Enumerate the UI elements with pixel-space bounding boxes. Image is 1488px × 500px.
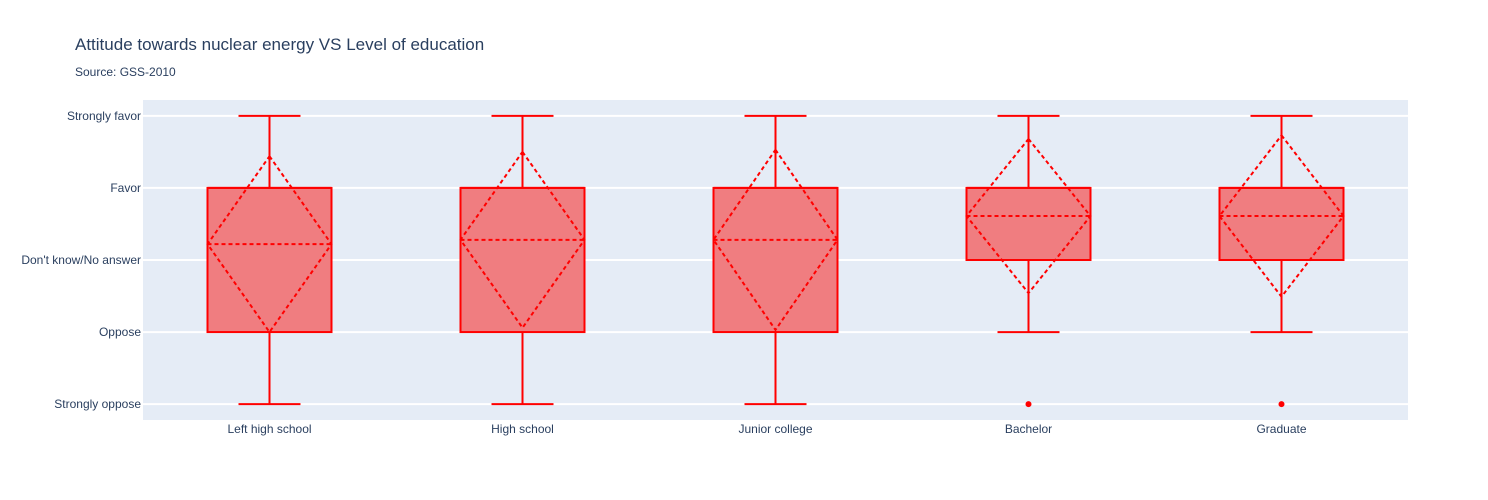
y-tick-label: Oppose (99, 325, 141, 339)
x-tick-label: Junior college (738, 422, 812, 436)
y-axis-ticks: Strongly oppose Oppose Don't know/No answe… (21, 109, 141, 411)
x-tick-label: Left high school (227, 422, 311, 436)
outlier-point (1025, 401, 1032, 408)
x-tick-label: Graduate (1256, 422, 1306, 436)
box-trace (459, 114, 586, 406)
box-iqr (1218, 186, 1345, 262)
y-tick-label: Don't know/No answer (21, 253, 141, 267)
box-iqr (712, 186, 839, 334)
outlier-point (1278, 401, 1285, 408)
chart-title: Attitude towards nuclear energy VS Level… (75, 35, 484, 54)
chart-subtitle: Source: GSS-2010 (75, 65, 176, 79)
boxes (206, 114, 1345, 408)
sd-diamond (1218, 133, 1345, 299)
x-tick-label: High school (491, 422, 554, 436)
box-iqr (206, 186, 333, 334)
sd-diamond (712, 147, 839, 332)
x-axis-ticks: Left high school High school Junior colleg… (227, 422, 1306, 436)
sd-diamond (965, 137, 1092, 295)
box-iqr (459, 186, 586, 334)
y-tick-label: Strongly favor (67, 109, 141, 123)
y-tick-label: Strongly oppose (54, 397, 141, 411)
box-trace (712, 114, 839, 406)
box-trace (1218, 114, 1345, 408)
box-trace (965, 114, 1092, 408)
sd-diamond (206, 154, 333, 334)
box-trace (206, 114, 333, 406)
y-tick-label: Favor (110, 181, 141, 195)
sd-diamond (459, 150, 586, 330)
x-tick-label: Bachelor (1005, 422, 1052, 436)
box-iqr (965, 186, 1092, 262)
